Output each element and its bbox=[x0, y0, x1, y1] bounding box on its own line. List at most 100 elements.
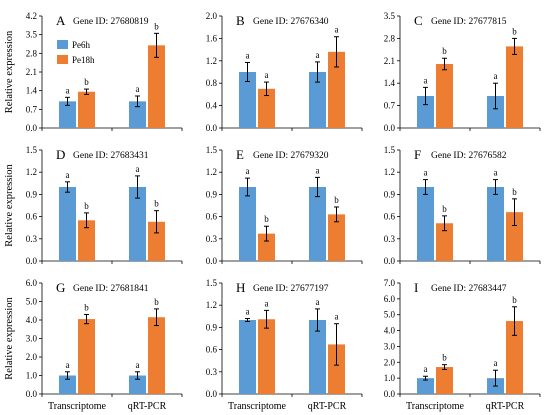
y-tick-label: 1.5 bbox=[26, 145, 38, 155]
x-category-label: qRT-PCR bbox=[486, 401, 525, 412]
significance-letter: a bbox=[136, 164, 140, 174]
panel-letter: C bbox=[414, 13, 423, 28]
y-tick-label: 0.4 bbox=[206, 101, 218, 111]
gene-id-title: Gene ID: 27677197 bbox=[253, 284, 329, 294]
panel-letter: A bbox=[56, 13, 66, 28]
error-bar bbox=[423, 86, 428, 106]
y-tick-label: 0.3 bbox=[206, 234, 218, 244]
bar-pe6h-qrt-pcr bbox=[129, 101, 146, 128]
y-tick-label: 2.0 bbox=[26, 352, 38, 362]
error-bar bbox=[512, 198, 517, 226]
bar-pe18h-qrt-pcr bbox=[148, 221, 165, 261]
significance-letter: a bbox=[335, 25, 339, 35]
legend: Pe6h Pe18h bbox=[57, 40, 95, 65]
panel-d: 0.0 0.3 0.6 0.9 1.2 1.5 Relative expression D Ge… bbox=[4, 145, 183, 266]
significance-letter: b bbox=[442, 204, 447, 214]
bar-pe6h-transcriptome bbox=[239, 320, 256, 394]
bar-pe18h-transcriptome bbox=[78, 91, 95, 128]
y-tick-label: 0.8 bbox=[206, 78, 218, 88]
error-bar bbox=[154, 32, 159, 58]
panel-letter: G bbox=[56, 280, 65, 295]
significance-letter: a bbox=[246, 166, 250, 176]
bar-pe18h-qrt-pcr bbox=[328, 51, 345, 129]
bar-pe6h-transcriptome bbox=[239, 187, 256, 261]
y-tick-label: 2.0 bbox=[384, 357, 396, 367]
bar-pe6h-transcriptome bbox=[59, 101, 76, 128]
y-tick-label: 4.0 bbox=[26, 315, 38, 325]
error-bar bbox=[65, 96, 70, 106]
panel-letter: B bbox=[236, 13, 245, 28]
y-tick-label: 7.0 bbox=[384, 278, 396, 288]
y-tick-label: 1.5 bbox=[206, 278, 218, 288]
error-bar bbox=[245, 61, 250, 83]
panel-letter: H bbox=[236, 280, 245, 295]
y-tick-label: 4.0 bbox=[384, 326, 396, 336]
error-bar bbox=[442, 364, 447, 370]
y-tick-label: 0.3 bbox=[26, 234, 38, 244]
error-bar bbox=[65, 181, 70, 193]
bar-pe18h-qrt-pcr bbox=[506, 321, 523, 394]
y-tick-label: 1.2 bbox=[384, 167, 395, 177]
bar-pe6h-transcriptome bbox=[417, 378, 434, 394]
significance-letter: b bbox=[334, 195, 339, 205]
y-tick-label: 3.5 bbox=[26, 30, 38, 40]
bar-pe18h-transcriptome bbox=[436, 223, 453, 261]
error-bar bbox=[315, 61, 320, 83]
y-tick-label: 4.2 bbox=[26, 11, 37, 21]
y-tick-label: 0.0 bbox=[26, 123, 38, 133]
y-tick-label: 5.0 bbox=[26, 297, 38, 307]
y-tick-label: 6.0 bbox=[26, 278, 38, 288]
y-tick-label: 2.8 bbox=[384, 33, 396, 43]
bar-pe6h-transcriptome bbox=[417, 96, 434, 128]
significance-letter: a bbox=[246, 50, 250, 60]
y-tick-label: 1.2 bbox=[26, 167, 37, 177]
significance-letter: b bbox=[154, 199, 159, 209]
y-tick-label: 2.1 bbox=[384, 56, 395, 66]
y-tick-label: 0.9 bbox=[26, 189, 38, 199]
bar-pe6h-transcriptome bbox=[239, 72, 256, 128]
bar-pe18h-transcriptome bbox=[78, 319, 95, 394]
panel-letter: F bbox=[414, 147, 421, 162]
y-tick-label: 3.5 bbox=[384, 11, 396, 21]
y-tick-label: 0.0 bbox=[384, 256, 396, 266]
significance-letter: a bbox=[66, 170, 70, 180]
bar-pe18h-transcriptome bbox=[436, 64, 453, 128]
panel-a: 0.0 0.7 1.4 2.1 2.8 3.5 4.2 Relative expression… bbox=[4, 11, 183, 133]
significance-letter: a bbox=[66, 360, 70, 370]
y-tick-label: 1.2 bbox=[206, 300, 217, 310]
y-tick-label: 0.7 bbox=[384, 101, 396, 111]
error-bar bbox=[442, 215, 447, 232]
y-tick-label: 1.2 bbox=[206, 56, 217, 66]
y-tick-label: 0.0 bbox=[26, 256, 38, 266]
significance-letter: a bbox=[136, 84, 140, 94]
legend-label: Pe18h bbox=[72, 55, 95, 65]
y-axis-label: Relative expression bbox=[4, 296, 15, 379]
significance-letter: a bbox=[265, 298, 269, 308]
error-bar bbox=[423, 179, 428, 195]
panel-letter: E bbox=[236, 147, 244, 162]
y-tick-label: 1.4 bbox=[26, 86, 38, 96]
error-bar bbox=[512, 306, 517, 336]
y-tick-label: 3.0 bbox=[26, 334, 38, 344]
significance-letter: a bbox=[424, 364, 428, 374]
y-tick-label: 0.0 bbox=[206, 123, 218, 133]
y-tick-label: 1.6 bbox=[206, 33, 218, 43]
bar-pe6h-transcriptome bbox=[59, 375, 76, 394]
significance-letter: b bbox=[264, 214, 269, 224]
bar-pe18h-qrt-pcr bbox=[148, 45, 165, 129]
x-category-label: Transcriptome bbox=[406, 401, 465, 412]
y-tick-label: 1.5 bbox=[384, 145, 396, 155]
y-tick-label: 1.0 bbox=[26, 371, 38, 381]
bar-pe6h-qrt-pcr bbox=[129, 187, 146, 261]
gene-id-title: Gene ID: 27677815 bbox=[431, 17, 507, 27]
y-tick-label: 5.0 bbox=[384, 310, 396, 320]
significance-letter: a bbox=[246, 307, 250, 317]
error-bar bbox=[84, 313, 89, 325]
y-tick-label: 0.9 bbox=[206, 189, 218, 199]
gene-id-title: Gene ID: 27680819 bbox=[73, 17, 149, 27]
panel-i: 0.0 1.0 2.0 3.0 4.0 5.0 6.0 7.0 Transcriptome qRT… bbox=[384, 278, 541, 412]
error-bar bbox=[315, 308, 320, 332]
panel-c: 0.0 0.7 1.4 2.1 2.8 3.5 C Gene ID: 27677815 a a b b bbox=[384, 11, 541, 133]
y-tick-label: 0.3 bbox=[206, 367, 218, 377]
gene-id-title: Gene ID: 27683447 bbox=[431, 284, 507, 294]
